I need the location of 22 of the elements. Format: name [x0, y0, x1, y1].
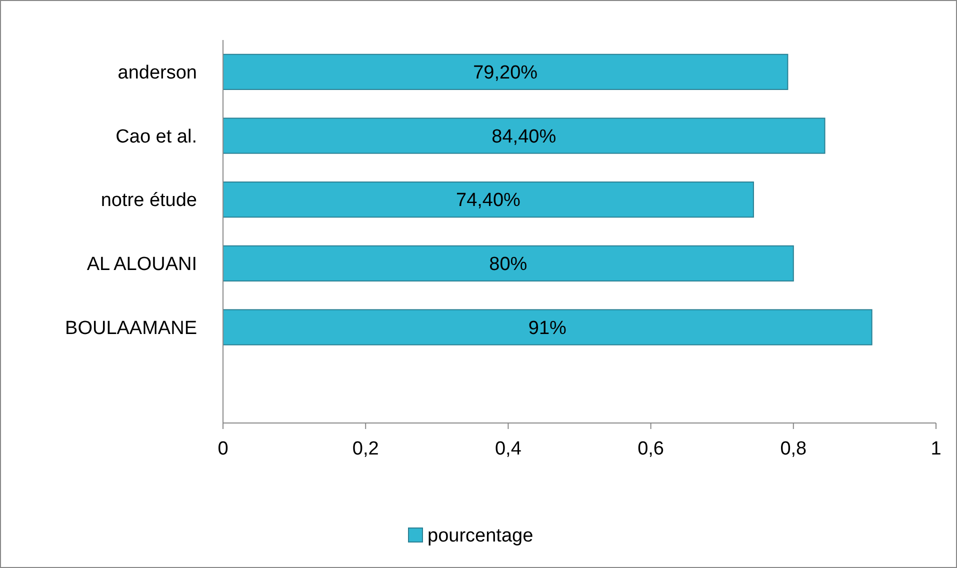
x-tick-label: 0 [218, 438, 228, 460]
x-tick-label: 0,6 [638, 438, 664, 460]
x-tick-label: 0,2 [352, 438, 379, 460]
bar [222, 309, 872, 346]
y-tick-label: AL ALOUANI [86, 254, 197, 276]
data-label: 84,40% [492, 126, 556, 148]
bar [222, 245, 794, 282]
data-label: 74,40% [456, 190, 521, 212]
data-label: 79,20% [473, 62, 538, 84]
bar [222, 182, 754, 218]
bar [222, 54, 788, 90]
y-tick-label: notre étude [100, 190, 197, 212]
x-tick-label: 0,8 [780, 438, 807, 460]
y-tick-label: BOULAAMANE [65, 318, 197, 339]
y-tick-label: anderson [118, 62, 197, 84]
data-label: 80% [489, 254, 528, 276]
y-tick-label: Cao et al. [116, 126, 197, 148]
x-tick-label: 0,4 [494, 438, 522, 460]
bar [222, 118, 826, 154]
x-tick-label: 1 [930, 438, 942, 460]
legend-label: pourcentage [428, 526, 534, 547]
data-label: 91% [528, 318, 567, 339]
